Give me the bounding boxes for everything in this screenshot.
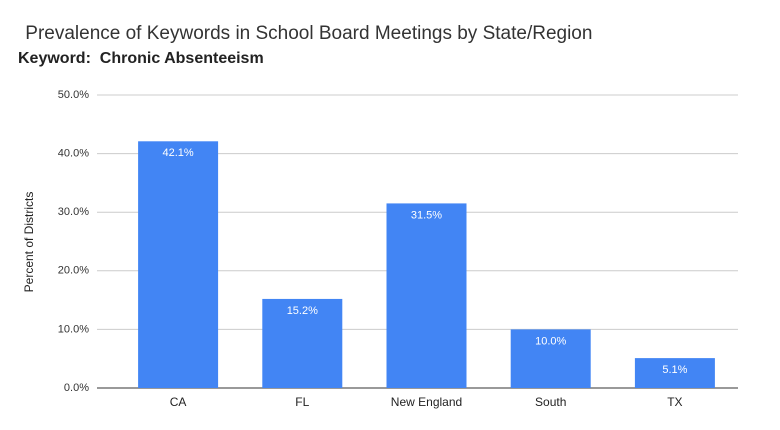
chart-title: Prevalence of Keywords in School Board M… [20, 23, 592, 44]
bar [510, 329, 591, 388]
value-label: 10.0% [535, 335, 566, 347]
value-label: 42.1% [162, 147, 193, 159]
y-tick-label: 0.0% [64, 382, 89, 394]
x-tick-label: New England [391, 395, 462, 409]
x-tick-label: CA [170, 395, 187, 409]
value-label: 15.2% [287, 305, 318, 317]
chart-subtitle: Keyword: Chronic Absenteeism [18, 50, 264, 67]
bar [634, 358, 715, 388]
y-tick-label: 40.0% [58, 148, 89, 160]
value-label: 31.5% [411, 209, 442, 221]
value-label: 5.1% [662, 364, 687, 376]
y-tick-label: 10.0% [58, 323, 89, 335]
y-tick-label: 50.0% [58, 89, 89, 101]
y-tick-label: 20.0% [58, 265, 89, 277]
bar [262, 298, 343, 388]
x-tick-label: TX [667, 395, 682, 409]
y-tick-label: 30.0% [58, 206, 89, 218]
y-axis-label: Percent of Districts [22, 192, 36, 293]
bar [386, 203, 467, 388]
x-tick-label: South [535, 395, 566, 409]
x-tick-label: FL [295, 395, 309, 409]
bar [138, 141, 219, 388]
